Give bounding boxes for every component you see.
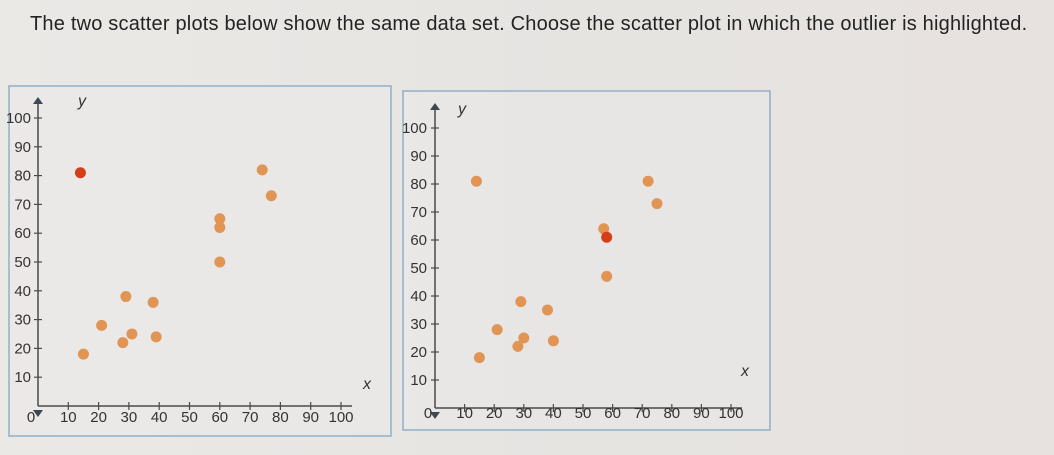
data-point [598, 223, 610, 235]
data-point [96, 319, 108, 331]
x-tick-label: 100 [718, 405, 743, 422]
y-tick-label: 60 [14, 225, 31, 242]
data-point [120, 291, 132, 303]
y-tick-label: 40 [14, 283, 31, 300]
data-point [541, 304, 553, 316]
y-tick-label: 10 [410, 372, 427, 389]
x-tick-label: 90 [693, 405, 710, 422]
data-point [651, 198, 663, 210]
x-tick-label: 30 [515, 405, 532, 422]
x-tick-label: 50 [181, 409, 198, 426]
x-tick-label: 80 [272, 409, 289, 426]
data-point [473, 352, 485, 364]
data-point [512, 340, 524, 352]
x-tick-label: 90 [302, 409, 319, 426]
choice-card-border [8, 85, 392, 437]
data-point [518, 332, 530, 344]
x-tick-label: 20 [486, 405, 503, 422]
y-tick-label: 80 [410, 176, 427, 193]
scatter-plot-choice-b[interactable]: 0 10 20 30 40 50 60 70 80 90 100 10 20 30 40 50 60 70 80 90… [402, 90, 771, 431]
data-point [126, 328, 138, 340]
y-axis-label: y [77, 93, 87, 110]
data-point [147, 296, 159, 308]
y-tick-label: 30 [410, 316, 427, 333]
data-point [547, 335, 559, 347]
x-axis-label: x [740, 363, 750, 380]
highlighted-outlier-point [601, 231, 613, 243]
x-tick-label: 0 [27, 409, 35, 426]
data-point [470, 175, 482, 187]
data-point [515, 296, 527, 308]
y-tick-label: 100 [6, 110, 31, 127]
x-tick-label: 10 [60, 409, 77, 426]
x-tick-label: 30 [121, 409, 138, 426]
y-tick-label: 10 [14, 369, 31, 386]
y-tick-label: 100 [402, 120, 427, 137]
question-text: The two scatter plots below show the sam… [30, 13, 1028, 35]
y-tick-label: 30 [14, 312, 31, 329]
data-point [117, 337, 129, 349]
x-tick-label: 70 [634, 405, 651, 422]
x-tick-label: 50 [575, 405, 592, 422]
y-tick-label: 70 [14, 196, 31, 213]
x-tick-label: 60 [604, 405, 621, 422]
data-point [77, 348, 89, 360]
y-tick-label: 20 [410, 344, 427, 361]
y-tick-label: 60 [410, 232, 427, 249]
data-point [642, 175, 654, 187]
x-tick-label: 60 [211, 409, 228, 426]
data-point [491, 324, 503, 336]
highlighted-outlier-point [74, 167, 86, 179]
y-tick-label: 90 [410, 148, 427, 165]
x-tick-label: 100 [328, 409, 353, 426]
data-point [256, 164, 268, 176]
data-point [601, 270, 613, 282]
x-axis-label: x [362, 376, 372, 393]
y-tick-label: 50 [14, 254, 31, 271]
y-tick-label: 80 [14, 168, 31, 185]
y-tick-label: 20 [14, 340, 31, 357]
y-tick-label: 90 [14, 139, 31, 156]
data-point [214, 256, 226, 268]
x-tick-label: 0 [424, 405, 432, 422]
data-point [214, 221, 226, 233]
x-tick-label: 10 [456, 405, 473, 422]
y-tick-label: 50 [410, 260, 427, 277]
x-tick-label: 80 [663, 405, 680, 422]
data-point [214, 213, 226, 225]
y-axis-label: y [457, 101, 467, 118]
data-point [150, 331, 162, 343]
y-tick-label: 40 [410, 288, 427, 305]
y-axis-arrow [33, 97, 43, 104]
y-axis-down-arrow [33, 410, 43, 417]
y-tick-label: 70 [410, 204, 427, 221]
x-tick-label: 40 [545, 405, 562, 422]
scatter-plot-choice-a[interactable]: 0 10 20 30 40 50 60 70 80 90 100 10 20 30 40 50 60 70 80 90… [6, 85, 392, 437]
y-axis-down-arrow [430, 412, 440, 419]
choice-card-border [402, 90, 771, 431]
data-point [265, 190, 277, 202]
x-tick-label: 20 [90, 409, 107, 426]
x-tick-label: 40 [151, 409, 168, 426]
y-axis-arrow [430, 103, 440, 110]
x-tick-label: 70 [242, 409, 259, 426]
